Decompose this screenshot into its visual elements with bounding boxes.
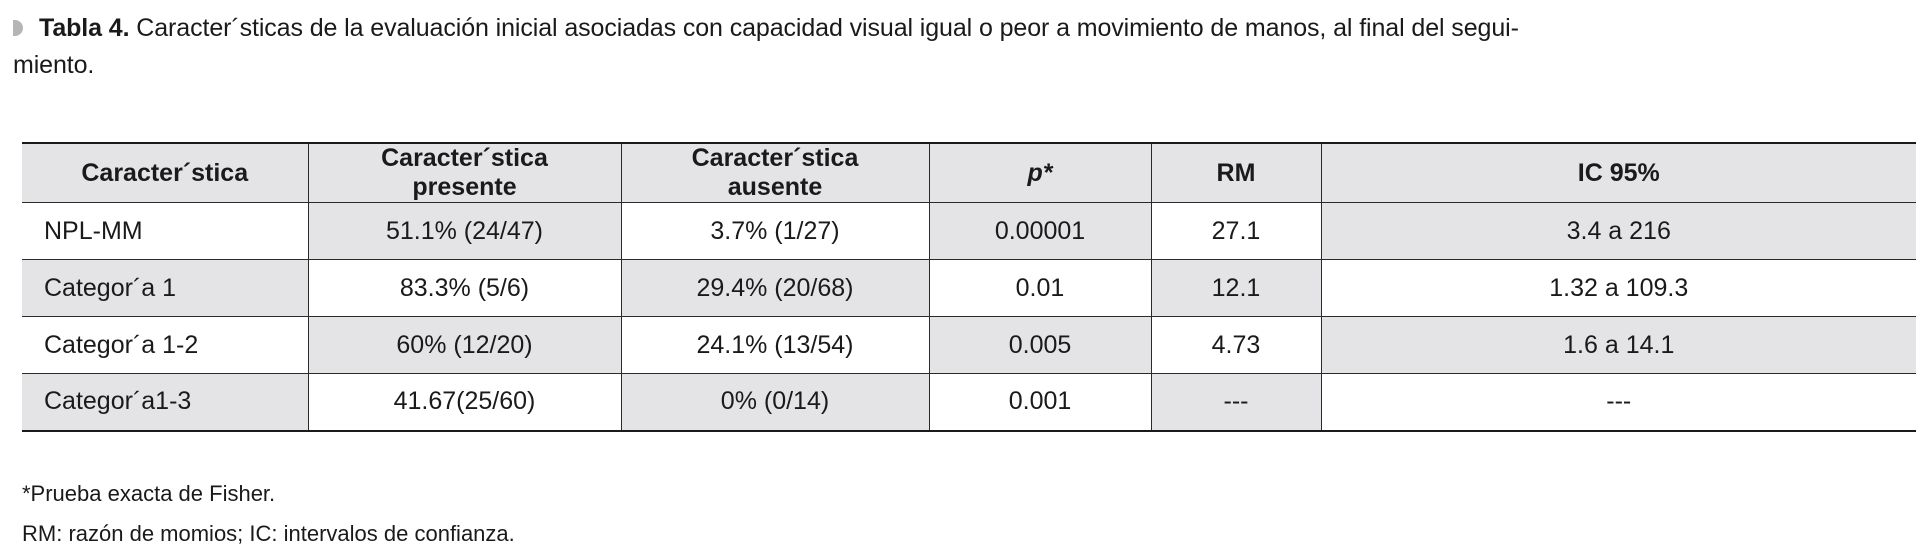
table-row: Categor´a1-3 41.67(25/60) 0% (0/14) 0.00…: [22, 373, 1916, 432]
table-cell: 0.005: [928, 316, 1152, 374]
table-cell: 24.1% (13/54): [620, 316, 930, 374]
table-caption: Tabla 4. Caracter´sticas de la evaluació…: [13, 10, 1913, 84]
table-cell: 3.4 a 216: [1320, 202, 1916, 260]
table-cell: 83.3% (5/6): [307, 259, 622, 317]
col-header-ic: IC 95%: [1320, 142, 1916, 203]
table-cell: 1.6 a 14.1: [1320, 316, 1916, 374]
table-cell: Categor´a 1-2: [22, 316, 309, 374]
table-cell: ---: [1150, 373, 1322, 432]
table-cell: 12.1: [1150, 259, 1322, 317]
table-cell: 0.01: [928, 259, 1152, 317]
footnote-abbreviations: RM: razón de momios; IC: intervalos de c…: [22, 521, 515, 546]
table-cell: 41.67(25/60): [307, 373, 622, 432]
table-cell: NPL-MM: [22, 202, 309, 260]
table-cell: 0% (0/14): [620, 373, 930, 432]
table-cell: 51.1% (24/47): [307, 202, 622, 260]
table-row: Categor´a 1 83.3% (5/6) 29.4% (20/68) 0.…: [22, 259, 1916, 317]
col-header-p: p*: [928, 142, 1152, 203]
table-cell: 3.7% (1/27): [620, 202, 930, 260]
caption-label: Tabla 4.: [39, 14, 130, 42]
table-row: Categor´a 1-2 60% (12/20) 24.1% (13/54) …: [22, 316, 1916, 374]
table-cell: 0.00001: [928, 202, 1152, 260]
table-row: NPL-MM 51.1% (24/47) 3.7% (1/27) 0.00001…: [22, 202, 1916, 260]
data-table: Caracter´stica Caracter´stica presente C…: [22, 142, 1916, 432]
caption-bullet-icon: [13, 20, 23, 36]
table-cell: 0.001: [928, 373, 1152, 432]
col-header-caracteristica: Caracter´stica: [22, 142, 309, 203]
table-footnotes: *Prueba exacta de Fisher. RM: razón de m…: [22, 474, 515, 554]
col-header-ausente: Caracter´stica ausente: [620, 142, 930, 203]
col-header-rm: RM: [1150, 142, 1322, 203]
table-cell: 60% (12/20): [307, 316, 622, 374]
footnote-fisher: *Prueba exacta de Fisher.: [22, 481, 276, 506]
caption-text-line2: miento.: [13, 51, 95, 79]
table-cell: 27.1: [1150, 202, 1322, 260]
caption-text: Caracter´sticas de la evaluación inicial…: [136, 14, 1519, 42]
table-cell: ---: [1320, 373, 1916, 432]
table-header-row: Caracter´stica Caracter´stica presente C…: [22, 142, 1916, 203]
table-cell: 29.4% (20/68): [620, 259, 930, 317]
table-cell: Categor´a1-3: [22, 373, 309, 432]
table-cell: Categor´a 1: [22, 259, 309, 317]
table-cell: 1.32 a 109.3: [1320, 259, 1916, 317]
table-cell: 4.73: [1150, 316, 1322, 374]
col-header-presente: Caracter´stica presente: [307, 142, 622, 203]
